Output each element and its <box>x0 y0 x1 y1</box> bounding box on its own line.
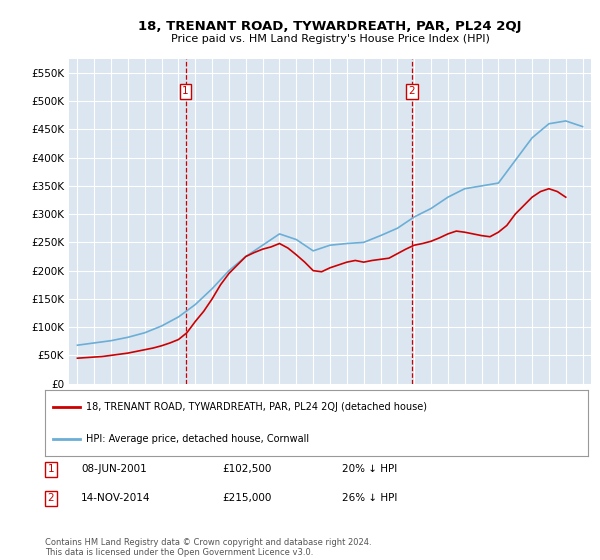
Text: Contains HM Land Registry data © Crown copyright and database right 2024.
This d: Contains HM Land Registry data © Crown c… <box>45 538 371 557</box>
Text: 18, TRENANT ROAD, TYWARDREATH, PAR, PL24 2QJ (detached house): 18, TRENANT ROAD, TYWARDREATH, PAR, PL24… <box>86 402 427 412</box>
Text: 20% ↓ HPI: 20% ↓ HPI <box>342 464 397 474</box>
Text: 18, TRENANT ROAD, TYWARDREATH, PAR, PL24 2QJ: 18, TRENANT ROAD, TYWARDREATH, PAR, PL24… <box>138 20 522 32</box>
Text: 1: 1 <box>47 464 55 474</box>
Text: 08-JUN-2001: 08-JUN-2001 <box>81 464 147 474</box>
Text: £215,000: £215,000 <box>222 493 271 503</box>
Text: Price paid vs. HM Land Registry's House Price Index (HPI): Price paid vs. HM Land Registry's House … <box>170 34 490 44</box>
Text: 14-NOV-2014: 14-NOV-2014 <box>81 493 151 503</box>
Text: HPI: Average price, detached house, Cornwall: HPI: Average price, detached house, Corn… <box>86 433 309 444</box>
Text: £102,500: £102,500 <box>222 464 271 474</box>
Text: 26% ↓ HPI: 26% ↓ HPI <box>342 493 397 503</box>
Text: 2: 2 <box>409 86 415 96</box>
Text: 2: 2 <box>47 493 55 503</box>
Text: 1: 1 <box>182 86 189 96</box>
